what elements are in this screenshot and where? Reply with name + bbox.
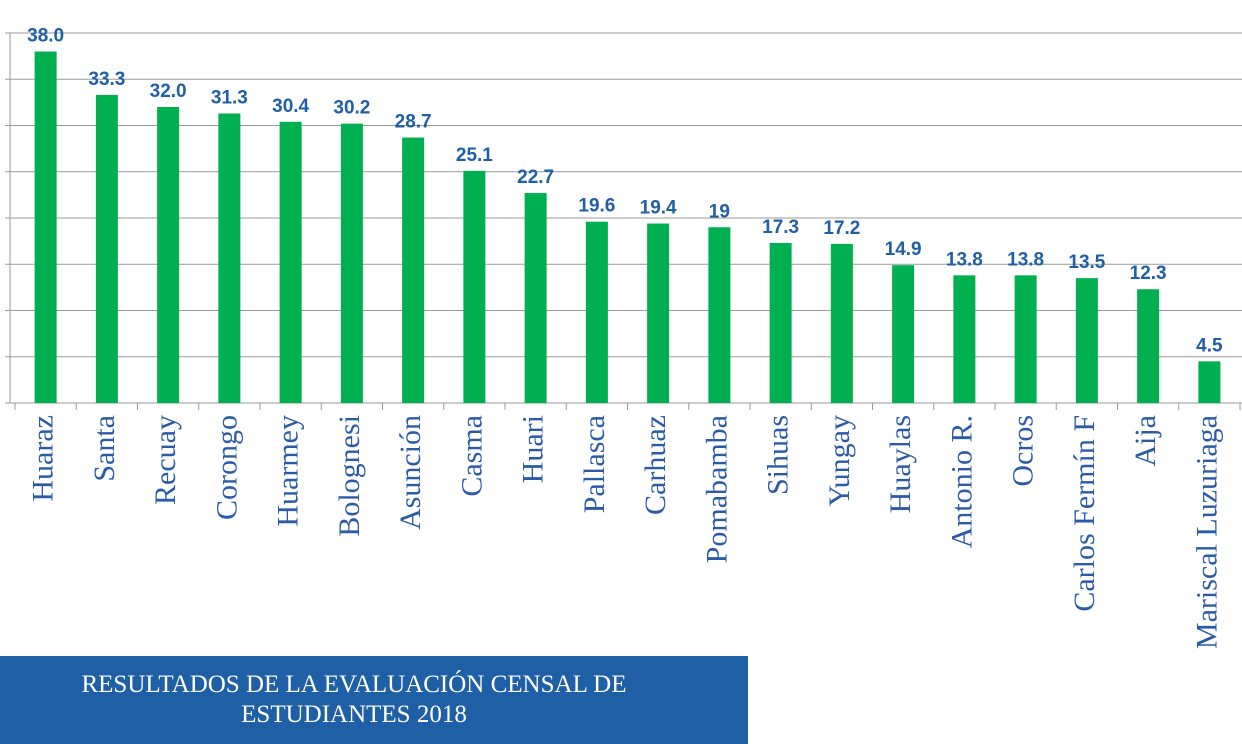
data-label: 13.5 xyxy=(1068,252,1105,273)
bar xyxy=(218,113,241,403)
x-tick-label: Ocros xyxy=(1007,415,1040,487)
data-label: 25.1 xyxy=(456,145,493,166)
bar xyxy=(1198,361,1221,403)
x-tick-label: Sihuas xyxy=(762,415,795,495)
x-tick-label: Santa xyxy=(88,415,121,482)
data-label: 19.4 xyxy=(640,198,677,219)
data-label: 38.0 xyxy=(27,26,64,47)
data-label: 30.2 xyxy=(333,98,370,119)
data-label: 22.7 xyxy=(517,167,554,188)
bar xyxy=(95,94,118,403)
data-label: 17.2 xyxy=(823,218,860,239)
bar xyxy=(463,170,486,403)
x-tick-label: Pomabamba xyxy=(700,415,733,563)
x-tick-label: Casma xyxy=(455,415,488,497)
bar xyxy=(1014,275,1037,403)
x-tick-label: Huari xyxy=(517,415,550,483)
x-tick-label: Carlos Fermín F xyxy=(1068,415,1101,612)
data-label: 30.4 xyxy=(272,96,309,117)
x-tick-label: Aija xyxy=(1129,415,1162,467)
data-label: 32.0 xyxy=(150,81,187,102)
data-label: 13.8 xyxy=(1007,249,1044,270)
bar xyxy=(157,107,180,403)
data-label: 14.9 xyxy=(885,239,922,260)
x-tick-label: Huaraz xyxy=(27,415,60,502)
bar xyxy=(953,275,976,403)
data-label: 17.3 xyxy=(762,217,799,238)
bar xyxy=(1075,278,1098,403)
bar xyxy=(830,243,853,403)
x-tick-label: Recuay xyxy=(149,415,182,505)
bar xyxy=(340,123,363,404)
bar xyxy=(892,265,915,403)
bar xyxy=(402,137,425,403)
data-label: 19 xyxy=(709,201,730,222)
data-label: 33.3 xyxy=(88,69,125,90)
x-tick-label: Bolognesi xyxy=(333,415,366,537)
data-label: 19.6 xyxy=(578,196,615,217)
chart-title: RESULTADOS DE LA EVALUACIÓN CENSAL DE ES… xyxy=(0,656,748,744)
bar xyxy=(708,227,731,403)
x-tick-label: Huaylas xyxy=(884,415,917,513)
x-tick-label: Huarmey xyxy=(272,415,305,527)
data-label: 13.8 xyxy=(946,249,983,270)
bar xyxy=(769,242,792,403)
x-tick-label: Asunción xyxy=(394,415,427,530)
x-tick-label: Carhuaz xyxy=(639,415,672,515)
bar xyxy=(524,193,547,403)
x-tick-label: Corongo xyxy=(210,415,243,520)
data-label: 31.3 xyxy=(211,87,248,108)
data-label: 4.5 xyxy=(1196,335,1223,356)
bar xyxy=(279,121,302,404)
x-tick-label: Yungay xyxy=(823,415,856,507)
data-label: 12.3 xyxy=(1130,263,1167,284)
x-tick-label: Pallasca xyxy=(578,415,611,513)
x-tick-label: Antonio R. xyxy=(945,415,978,548)
bar xyxy=(647,223,670,403)
x-tick-label: Mariscal Luzuriaga xyxy=(1190,415,1223,649)
bar xyxy=(585,221,608,403)
bar xyxy=(34,51,57,403)
bar xyxy=(1137,289,1160,403)
data-label: 28.7 xyxy=(395,112,432,133)
